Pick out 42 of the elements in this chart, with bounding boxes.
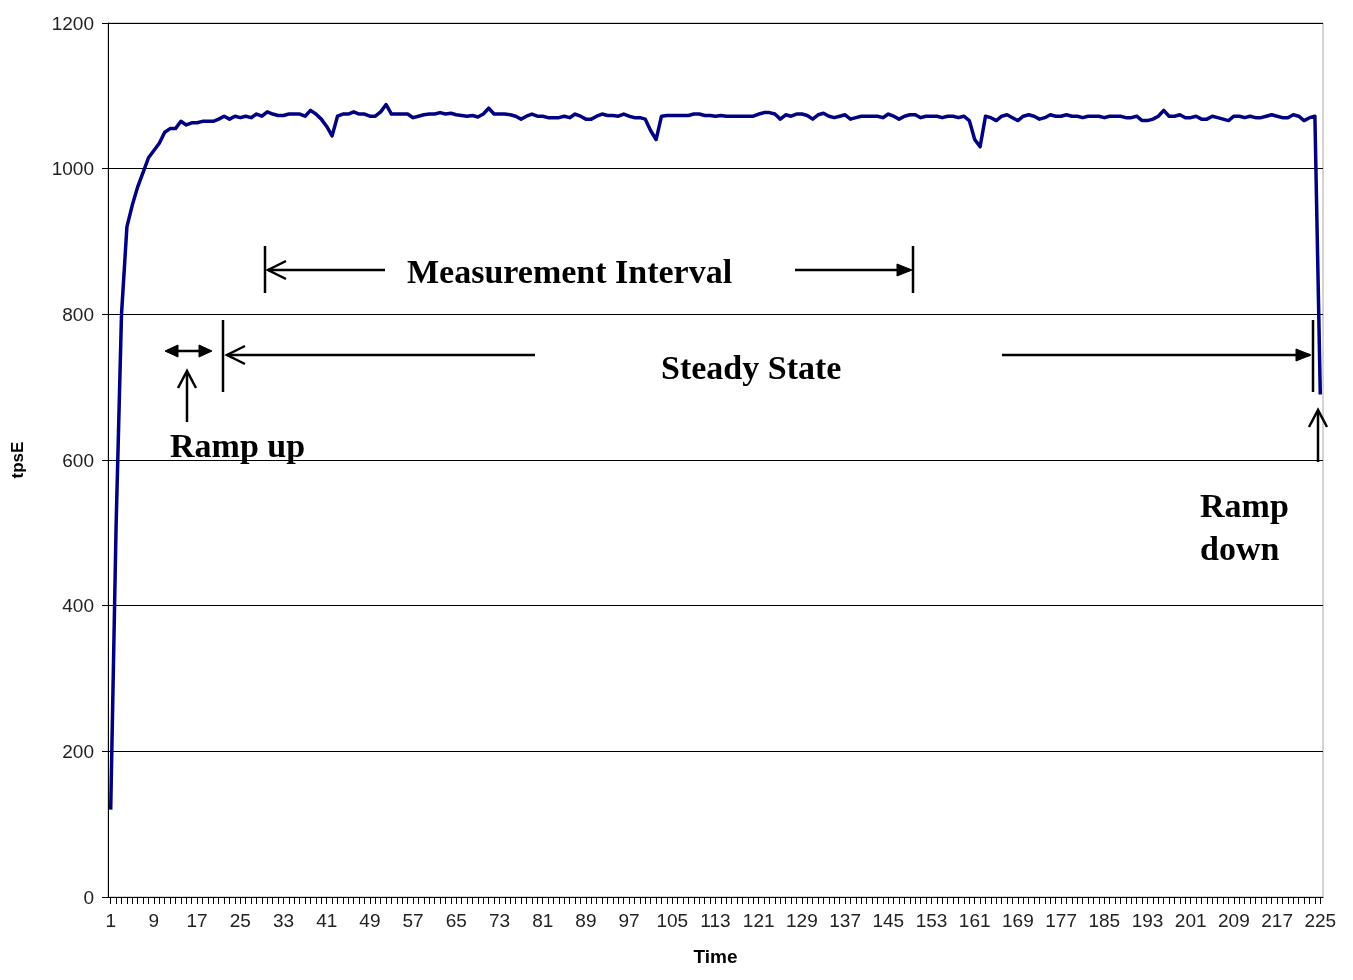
annotation: Steady State (661, 348, 842, 388)
x-tick-label: 81 (532, 910, 554, 931)
x-tick-label: 97 (618, 910, 640, 931)
x-tick-label: 1 (105, 910, 116, 931)
annotation: Ramp up (170, 426, 306, 466)
x-tick-label: 121 (742, 910, 775, 931)
x-tick-label: 73 (488, 910, 511, 931)
x-tick-label: 177 (1045, 910, 1077, 931)
x-tick-label: 105 (656, 910, 689, 931)
x-axis-title: Time (693, 946, 738, 967)
x-tick-label: 129 (786, 910, 818, 931)
x-tick-label: 89 (575, 910, 597, 931)
x-tick-label: 17 (186, 910, 208, 931)
x-tick-label: 25 (229, 910, 251, 931)
x-tick-label: 113 (700, 910, 731, 931)
x-tick-label: 169 (1002, 910, 1034, 931)
x-tick-label: 145 (872, 910, 905, 931)
x-tick-label: 49 (359, 910, 381, 931)
y-axis-title: tpsE (8, 441, 27, 479)
x-tick-label: 9 (148, 910, 160, 931)
x-tick-label: 41 (316, 910, 338, 931)
y-tick-label: 200 (62, 740, 94, 762)
x-tick-label: 161 (958, 910, 991, 931)
annotation: Ramp down (1200, 486, 1290, 569)
x-tick-label: 193 (1131, 910, 1164, 931)
x-tick-label: 65 (445, 910, 467, 931)
x-tick-label: 137 (829, 910, 861, 931)
y-tick-label: 600 (62, 449, 94, 471)
x-tick-label: 33 (272, 910, 295, 931)
y-tick-label: 1200 (51, 12, 94, 34)
x-tick-label: 201 (1174, 910, 1207, 931)
annotation: Measurement Interval (407, 252, 733, 292)
y-tick-label: 400 (62, 595, 94, 617)
x-tick-label: 225 (1304, 910, 1337, 931)
x-tick-label: 185 (1088, 910, 1121, 931)
y-tick-label: 0 (83, 886, 94, 908)
x-tick-label: 209 (1218, 910, 1250, 931)
y-tick-label: 1000 (51, 158, 94, 180)
x-tick-label: 57 (402, 910, 424, 931)
x-tick-label: 153 (915, 910, 948, 931)
y-tick-label: 800 (62, 303, 94, 325)
x-tick-label: 217 (1261, 910, 1293, 931)
